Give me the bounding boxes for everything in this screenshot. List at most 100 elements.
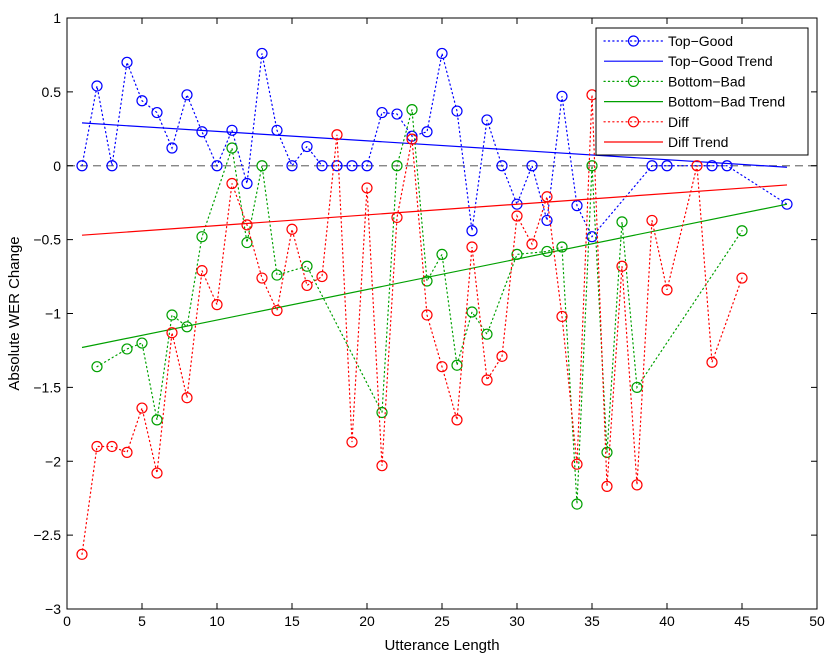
series-dotted-line — [81, 94, 743, 555]
trend-line — [81, 184, 788, 236]
trend-line — [81, 122, 788, 168]
data-point — [346, 160, 358, 172]
data-point — [496, 160, 508, 172]
legend-entry-label: Bottom−Bad — [668, 73, 745, 89]
x-tick-label: 15 — [284, 613, 300, 629]
data-point — [601, 446, 613, 458]
data-point — [571, 458, 583, 470]
data-point — [481, 374, 493, 386]
data-point — [436, 361, 448, 373]
legend: Top−Good Top−Good Trend Bottom−Bad Bottom−B… — [595, 27, 809, 156]
legend-entry-label: Diff Trend — [668, 134, 728, 150]
legend-marker — [627, 35, 640, 47]
series-1 — [81, 122, 788, 168]
data-point — [121, 343, 133, 355]
legend-entry-label: Top−Good Trend — [668, 53, 773, 69]
data-point — [196, 231, 208, 243]
data-point — [301, 140, 313, 153]
data-point — [661, 160, 673, 172]
data-point — [466, 241, 478, 253]
x-tick-label: 0 — [63, 613, 71, 629]
data-point — [316, 270, 328, 283]
data-point — [196, 126, 208, 138]
data-point — [166, 142, 178, 154]
data-point — [301, 260, 313, 272]
data-point — [181, 392, 193, 404]
data-point — [226, 177, 238, 190]
data-point — [241, 236, 253, 249]
data-point — [256, 47, 268, 60]
data-point — [271, 304, 283, 317]
data-point — [721, 160, 733, 172]
y-tick-label: −1.5 — [33, 379, 61, 395]
data-point — [631, 479, 643, 491]
y-tick-label: −3 — [45, 601, 61, 617]
data-point — [271, 269, 283, 281]
data-point — [526, 160, 538, 172]
data-point — [556, 241, 568, 253]
data-point — [586, 160, 598, 172]
data-point — [406, 104, 418, 116]
x-tick-label: 40 — [659, 613, 675, 629]
data-point — [556, 90, 568, 102]
data-point — [136, 402, 148, 414]
data-point — [121, 446, 133, 458]
legend-entry-label: Diff — [668, 114, 689, 130]
data-point — [331, 129, 343, 141]
legend-entry-label: Top−Good — [668, 33, 733, 49]
data-point — [421, 275, 433, 287]
x-tick-label: 5 — [138, 613, 146, 629]
x-tick-label: 50 — [809, 613, 825, 629]
data-point — [391, 108, 403, 120]
data-point — [391, 160, 403, 172]
data-point — [241, 177, 253, 190]
data-point — [481, 328, 493, 340]
data-point — [211, 299, 223, 311]
data-point — [541, 214, 553, 227]
y-tick-label: −0.5 — [33, 232, 61, 248]
data-point — [196, 265, 208, 277]
data-point — [376, 406, 388, 419]
data-point — [301, 279, 313, 292]
data-point — [91, 440, 103, 453]
data-point — [376, 460, 388, 472]
data-point — [466, 225, 478, 237]
data-point — [106, 160, 118, 172]
data-point — [691, 160, 703, 172]
data-point — [151, 106, 163, 119]
series-0 — [76, 47, 793, 243]
y-tick-label: −2 — [45, 453, 61, 469]
y-tick-label: −2.5 — [33, 527, 61, 543]
x-tick-label: 30 — [509, 613, 525, 629]
y-tick-label: 1 — [53, 10, 61, 26]
series-dotted-line — [81, 53, 788, 238]
data-point — [496, 350, 508, 362]
data-point — [226, 142, 238, 154]
data-point — [166, 309, 178, 321]
y-tick-label: 0 — [53, 158, 61, 174]
data-point — [211, 160, 223, 172]
legend-entry-label: Bottom−Bad Trend — [668, 94, 785, 110]
data-point — [646, 214, 658, 227]
data-point — [526, 238, 538, 250]
data-point — [181, 89, 193, 101]
data-point — [406, 133, 418, 145]
data-point — [481, 114, 493, 126]
data-point — [601, 480, 613, 492]
data-point — [286, 160, 298, 172]
data-point — [451, 414, 463, 426]
series-3 — [81, 203, 788, 349]
data-point — [256, 272, 268, 284]
data-point — [151, 467, 163, 479]
x-tick-label: 45 — [734, 613, 750, 629]
x-tick-label: 10 — [209, 613, 225, 629]
x-tick-label: 20 — [359, 613, 375, 629]
data-point — [736, 225, 748, 237]
data-point — [616, 260, 628, 272]
y-tick-label: −1 — [45, 306, 61, 322]
data-point — [781, 198, 793, 210]
data-point — [571, 498, 583, 510]
series-2 — [91, 104, 748, 510]
data-point — [451, 105, 463, 117]
legend-box — [595, 27, 809, 156]
